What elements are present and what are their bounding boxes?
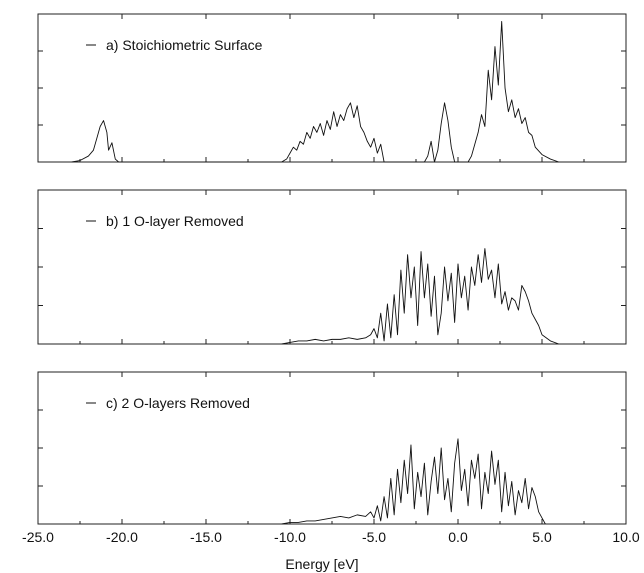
x-tick-label: -15.0 [190,529,222,545]
series-line-2 [281,248,559,345]
panel-3: c) 2 O-layers Removed [37,371,627,525]
series-line-3 [281,438,546,525]
panel-1: a) Stoichiometric Surface [37,13,627,163]
x-tick-label: 5.0 [532,529,552,545]
x-axis-title: Energy [eV] [285,556,358,572]
x-tick-label: 10.0 [612,529,639,545]
x-tick-labels: -25.0 -20.0 -15.0 -10.0 -5.0 0.0 5.0 10.0 [22,529,640,545]
x-tick-label: -20.0 [106,529,138,545]
legend-label: c) 2 O-layers Removed [106,395,250,411]
series-line-1 [71,20,559,163]
legend-label: b) 1 O-layer Removed [106,213,244,229]
panel-2: b) 1 O-layer Removed [37,189,627,345]
x-tick-label: -5.0 [362,529,386,545]
x-tick-label: 0.0 [448,529,468,545]
x-tick-label: -10.0 [274,529,306,545]
x-tick-label: -25.0 [22,529,54,545]
panels-group: a) Stoichiometric Surface b) 1 O-layer Re… [37,13,627,525]
legend-label: a) Stoichiometric Surface [106,37,263,53]
